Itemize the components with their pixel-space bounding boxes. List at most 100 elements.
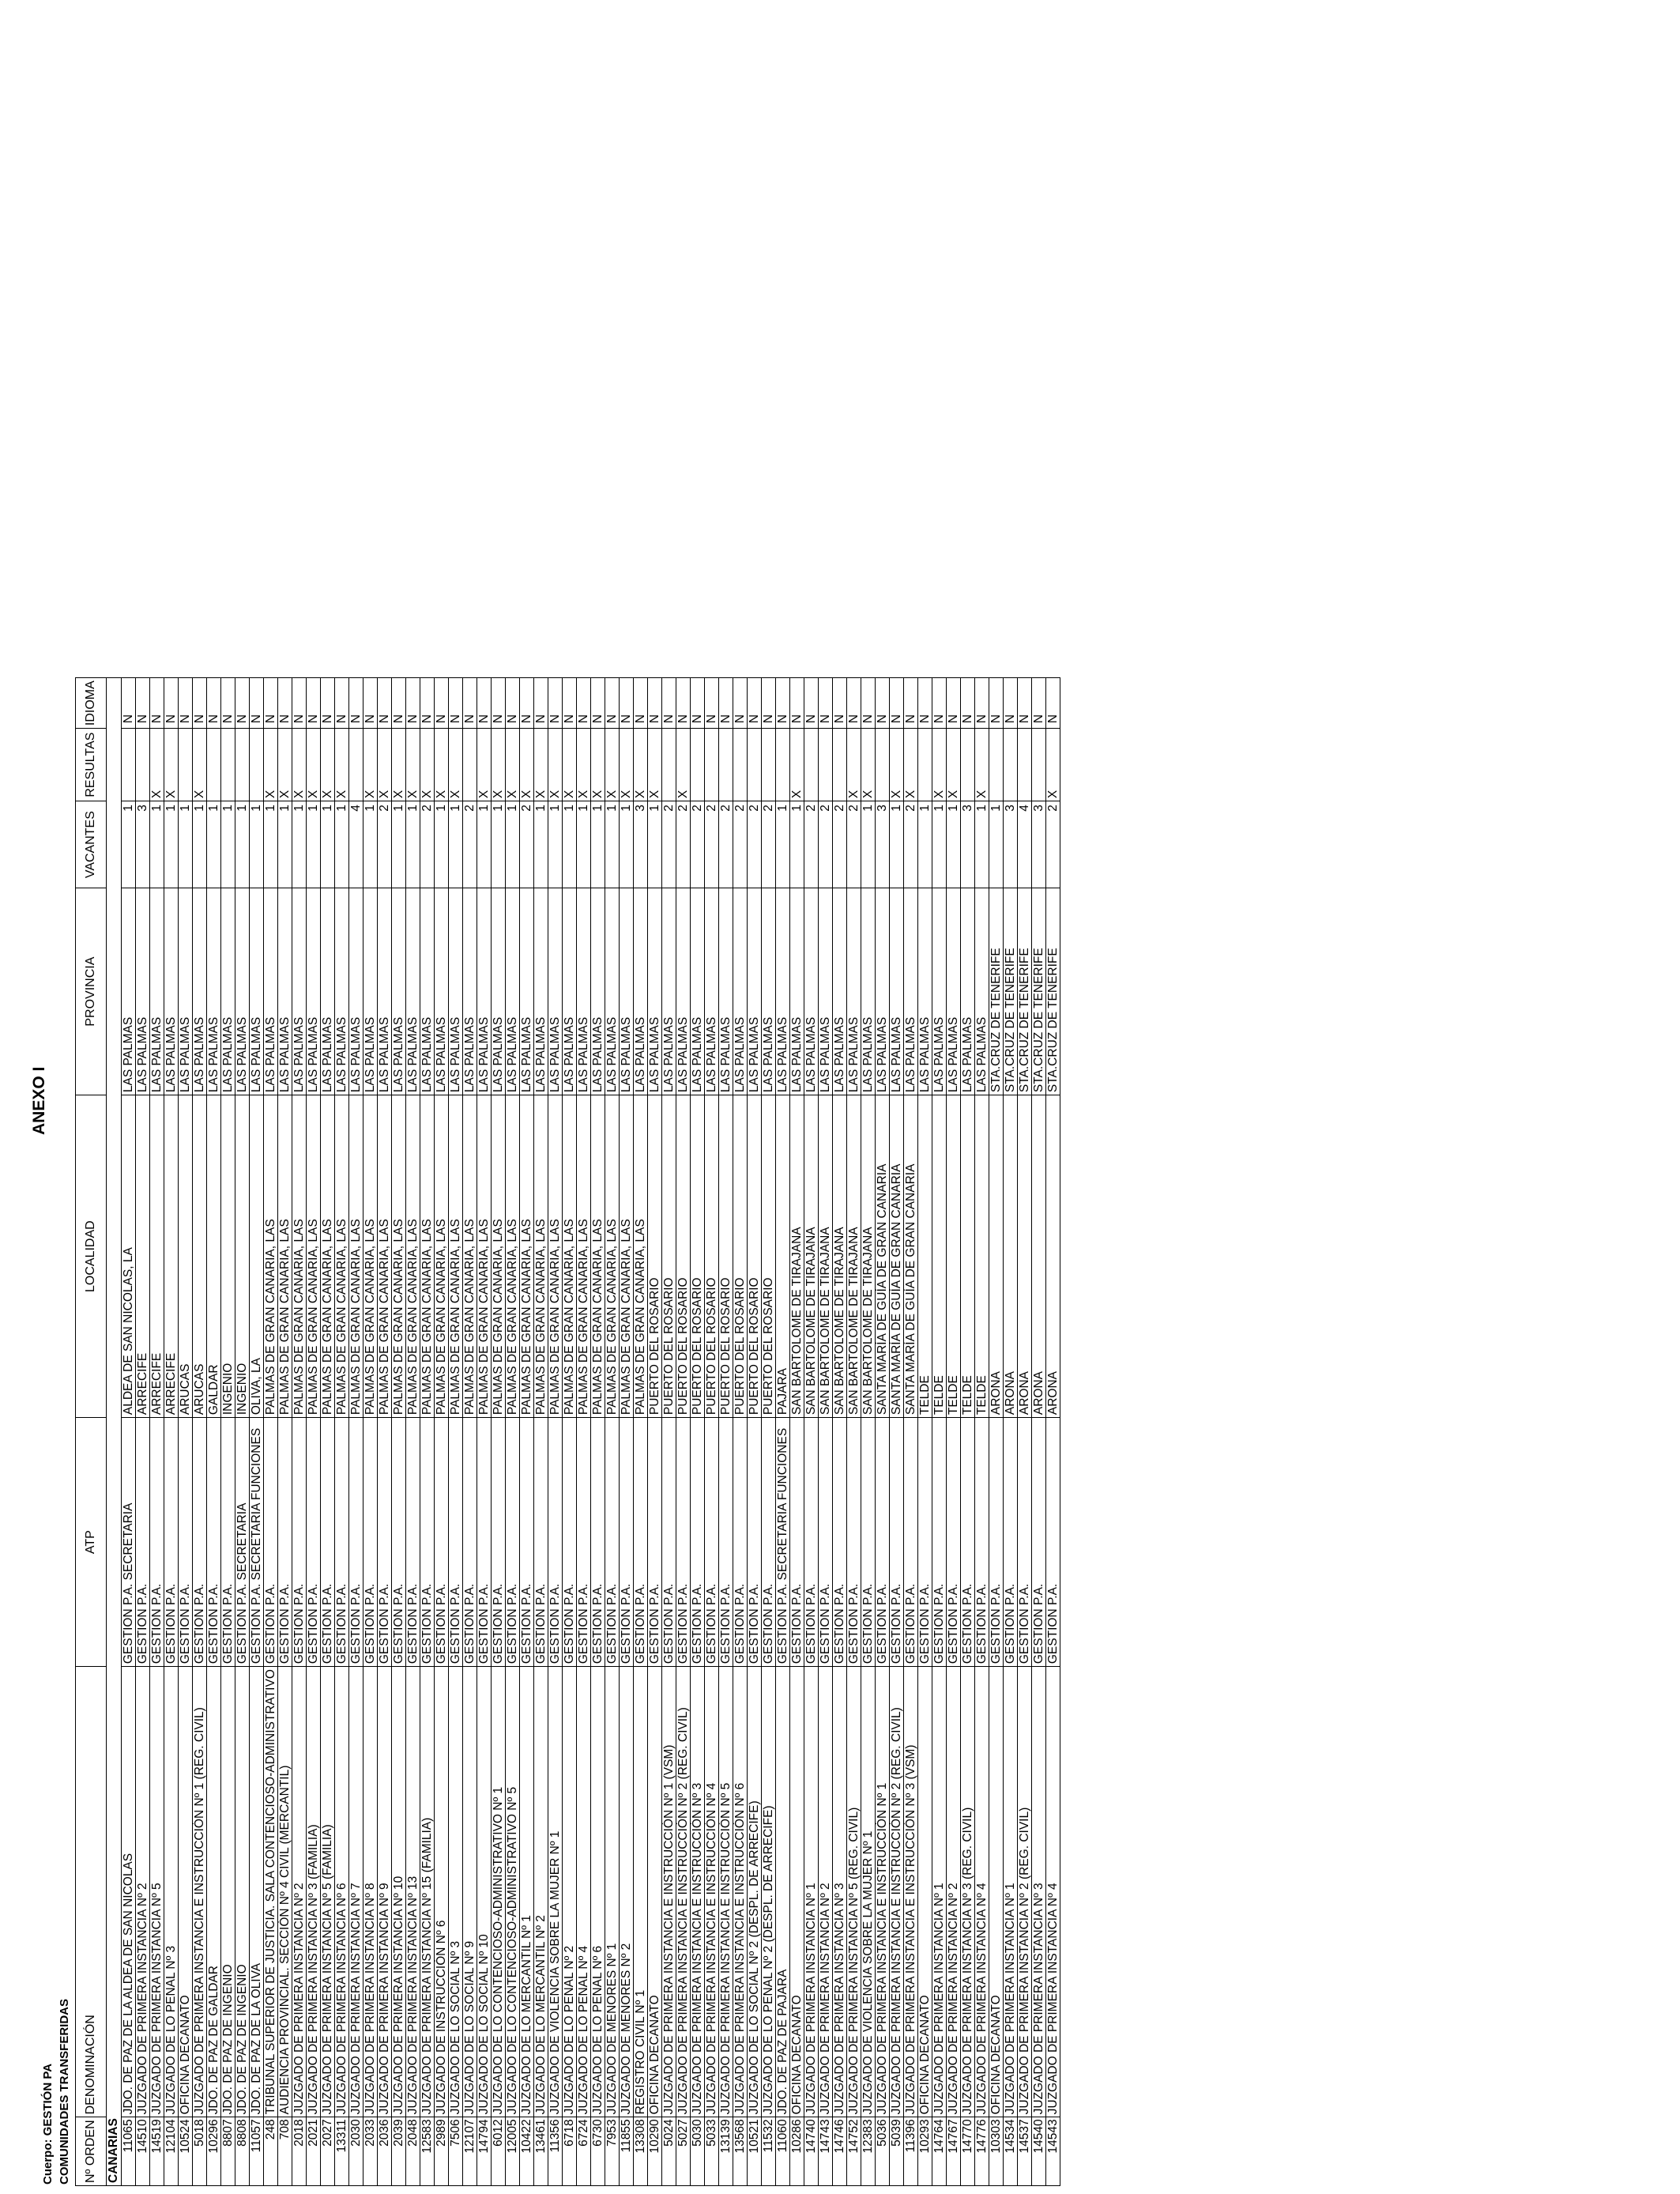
idioma-cell: N bbox=[249, 677, 264, 729]
vacantes-cell: 1 bbox=[206, 801, 221, 888]
orden-cell: 10422 bbox=[519, 2117, 534, 2186]
orden-cell: 2036 bbox=[377, 2117, 392, 2186]
resultas-cell bbox=[989, 728, 1004, 801]
orden-cell: 13311 bbox=[334, 2117, 349, 2186]
vacantes-cell: 1 bbox=[491, 801, 506, 888]
resultas-cell bbox=[135, 728, 150, 801]
provincia-cell: LAS PALMAS bbox=[235, 888, 250, 1095]
localidad-cell: PUERTO DEL ROSARIO bbox=[676, 1095, 691, 1418]
idioma-cell: N bbox=[405, 677, 420, 729]
vacantes-cell: 1 bbox=[861, 801, 876, 888]
column-header-idioma: IDIOMA bbox=[75, 677, 107, 729]
atp-cell: GESTION P.A. bbox=[491, 1417, 506, 1667]
vacantes-cell: 1 bbox=[647, 801, 662, 888]
table-row: 14767 JUZGADO DE PRIMERA INSTANCIA Nº 2 GE… bbox=[946, 677, 961, 2186]
denominacion-cell: JDO. DE PAZ DE LA OLIVA bbox=[249, 1666, 264, 2117]
table-row: 6730 JUZGADO DE LO PENAL Nº 6 GESTION P.A.… bbox=[590, 677, 605, 2186]
provincia-cell: LAS PALMAS bbox=[633, 888, 648, 1095]
cuerpo-label: Cuerpo: GESTIÓN PA bbox=[41, 2063, 55, 2185]
table-row: 8808 JDO. DE PAZ DE INGENIO GESTION P.A. S… bbox=[235, 677, 250, 2186]
provincia-cell: LAS PALMAS bbox=[363, 888, 378, 1095]
denominacion-cell: JUZGADO DE PRIMERA INSTANCIA Nº 4 bbox=[974, 1666, 989, 2117]
localidad-cell: SANTA MARÍA DE GUÍA DE GRAN CANARIA bbox=[903, 1095, 918, 1418]
denominacion-cell: JUZGADO DE PRIMERA INSTANCIA Nº 1 bbox=[1003, 1666, 1018, 2117]
localidad-cell: SAN BARTOLOME DE TIRAJANA bbox=[832, 1095, 847, 1418]
resultas-cell bbox=[348, 728, 363, 801]
denominacion-cell: JUZGADO DE PRIMERA INSTANCIA Nº 5 (FAMIL… bbox=[320, 1666, 335, 2117]
resultas-cell bbox=[761, 728, 776, 801]
provincia-cell: LAS PALMAS bbox=[391, 888, 406, 1095]
vacantes-cell: 1 bbox=[391, 801, 406, 888]
vacantes-cell: 1 bbox=[220, 801, 235, 888]
idioma-cell: N bbox=[974, 677, 989, 729]
resultas-cell: X bbox=[505, 728, 520, 801]
denominacion-cell: JDO. DE PAZ DE GALDAR bbox=[206, 1666, 221, 2117]
table-row: 14537 JUZGADO DE PRIMERA INSTANCIA Nº 2 (… bbox=[1017, 677, 1032, 2186]
orden-cell: 14540 bbox=[1031, 2117, 1046, 2186]
column-header-provincia: PROVINCIA bbox=[75, 888, 107, 1095]
atp-cell: GESTION P.A. bbox=[747, 1417, 762, 1667]
localidad-cell: PUERTO DEL ROSARIO bbox=[761, 1095, 776, 1418]
provincia-cell: LAS PALMAS bbox=[747, 888, 762, 1095]
region-label: CANARIAS bbox=[106, 677, 122, 2186]
idioma-cell: N bbox=[391, 677, 406, 729]
resultas-cell: X bbox=[405, 728, 420, 801]
table-row: 5039 JUZGADO DE PRIMERA INSTANCIA E INSTR… bbox=[889, 677, 904, 2186]
orden-cell: 6730 bbox=[590, 2117, 605, 2186]
localidad-cell: ALDEA DE SAN NICOLAS, LA bbox=[121, 1095, 136, 1418]
table-row: 12383 JUZGADO DE VIOLENCIA SOBRE LA MUJER… bbox=[861, 677, 876, 2186]
resultas-cell: X bbox=[363, 728, 378, 801]
denominacion-cell: JUZGADO DE PRIMERA INSTANCIA Nº 7 bbox=[348, 1666, 363, 2117]
denominacion-cell: OFICINA DECANATO bbox=[989, 1666, 1004, 2117]
localidad-cell: PALMAS DE GRAN CANARIA, LAS bbox=[391, 1095, 406, 1418]
vacantes-cell: 1 bbox=[789, 801, 804, 888]
provincia-cell: LAS PALMAS bbox=[220, 888, 235, 1095]
localidad-cell: PALMAS DE GRAN CANARIA, LAS bbox=[377, 1095, 392, 1418]
idioma-cell: N bbox=[946, 677, 961, 729]
orden-cell: 13568 bbox=[733, 2117, 748, 2186]
denominacion-cell: JUZGADO DE PRIMERA INSTANCIA E INSTRUCCI… bbox=[690, 1666, 705, 2117]
orden-cell: 10521 bbox=[747, 2117, 762, 2186]
localidad-cell: PALMAS DE GRAN CANARIA, LAS bbox=[320, 1095, 335, 1418]
resultas-cell: X bbox=[391, 728, 406, 801]
resultas-cell: X bbox=[903, 728, 918, 801]
resultas-cell bbox=[804, 728, 819, 801]
table-row: 12005 JUZGADO DE LO CONTENCIOSO-ADMINISTR… bbox=[505, 677, 520, 2186]
vacantes-cell: 1 bbox=[548, 801, 563, 888]
localidad-cell: SAN BARTOLOME DE TIRAJANA bbox=[789, 1095, 804, 1418]
atp-cell: GESTION P.A. SECRETARIA FUNCIONES bbox=[775, 1417, 790, 1667]
denominacion-cell: JUZGADO DE LO SOCIAL Nº 2 (DESPL. DE ARR… bbox=[747, 1666, 762, 2117]
resultas-cell: X bbox=[477, 728, 492, 801]
vacantes-cell: 4 bbox=[1017, 801, 1032, 888]
resultas-cell bbox=[875, 728, 890, 801]
resultas-cell: X bbox=[164, 728, 179, 801]
atp-cell: GESTION P.A. SECRETARIA bbox=[235, 1417, 250, 1667]
column-header-orden: Nº ORDEN bbox=[75, 2117, 107, 2186]
localidad-cell: TELDE bbox=[974, 1095, 989, 1418]
atp-cell: GESTION P.A. bbox=[548, 1417, 563, 1667]
localidad-cell: PALMAS DE GRAN CANARIA, LAS bbox=[590, 1095, 605, 1418]
resultas-cell bbox=[121, 728, 136, 801]
vacantes-cell: 2 bbox=[462, 801, 477, 888]
resultas-cell: X bbox=[605, 728, 620, 801]
localidad-cell: ARRECIFE bbox=[135, 1095, 150, 1418]
table-row: 10303 OFICINA DECANATO GESTION P.A. ARONA ST… bbox=[989, 677, 1004, 2186]
orden-cell: 6724 bbox=[576, 2117, 591, 2186]
vacantes-cell: 3 bbox=[960, 801, 975, 888]
table-row: 12107 JUZGADO DE LO SOCIAL Nº 9 GESTION P.… bbox=[462, 677, 477, 2186]
denominacion-cell: JUZGADO DE PRIMERA INSTANCIA Nº 2 (REG. … bbox=[1017, 1666, 1032, 2117]
atp-cell: GESTION P.A. bbox=[875, 1417, 890, 1667]
orden-cell: 14534 bbox=[1003, 2117, 1018, 2186]
idioma-cell: N bbox=[1045, 677, 1060, 729]
provincia-cell: LAS PALMAS bbox=[334, 888, 349, 1095]
resultas-cell bbox=[1017, 728, 1032, 801]
table-row: 14740 JUZGADO DE PRIMERA INSTANCIA Nº 1 GE… bbox=[804, 677, 819, 2186]
section-label: COMUNIDADES TRANSFERIDAS bbox=[58, 1998, 71, 2185]
denominacion-cell: JUZGADO DE LO SOCIAL Nº 9 bbox=[462, 1666, 477, 2117]
atp-cell: GESTION P.A. bbox=[220, 1417, 235, 1667]
idioma-cell: N bbox=[149, 677, 164, 729]
localidad-cell: PAJARA bbox=[775, 1095, 790, 1418]
atp-cell: GESTION P.A. bbox=[590, 1417, 605, 1667]
orden-cell: 14543 bbox=[1045, 2117, 1060, 2186]
table-row: 5036 JUZGADO DE PRIMERA INSTANCIA E INSTR… bbox=[875, 677, 890, 2186]
